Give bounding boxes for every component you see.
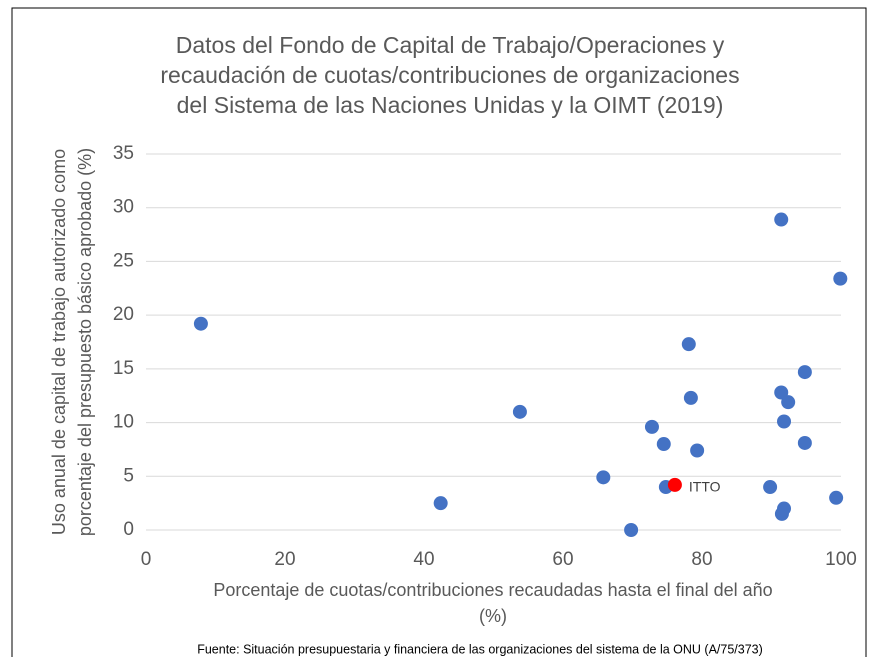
chart-title: Datos del Fondo de Capital de Trabajo/Op… xyxy=(176,32,725,58)
point xyxy=(781,395,796,410)
x-tick-label: 80 xyxy=(691,549,712,570)
y-axis-label: porcentaje del presupuesto básico aproba… xyxy=(75,148,95,536)
point xyxy=(777,501,792,516)
chart-title: del Sistema de las Naciones Unidas y la … xyxy=(177,92,724,118)
point xyxy=(777,414,792,429)
x-tick-label: 0 xyxy=(141,549,152,570)
point xyxy=(644,419,659,434)
y-tick-label: 10 xyxy=(113,412,134,433)
x-tick-label: 100 xyxy=(825,549,857,570)
point xyxy=(512,404,527,419)
point xyxy=(774,212,789,227)
y-tick-label: 20 xyxy=(113,304,134,325)
point xyxy=(683,390,698,405)
point xyxy=(797,435,812,450)
y-tick-label: 35 xyxy=(113,143,134,164)
chart-frame xyxy=(11,7,867,657)
y-tick-label: 15 xyxy=(113,358,134,379)
point xyxy=(656,437,671,452)
chart-title: recaudación de cuotas/contribuciones de … xyxy=(160,62,739,88)
point xyxy=(833,271,848,286)
x-axis-label: Porcentaje de cuotas/contribuciones reca… xyxy=(213,580,772,600)
y-axis-label: Uso anual de capital de trabajo autoriza… xyxy=(49,149,69,535)
point xyxy=(193,316,208,331)
y-tick-label: 5 xyxy=(123,465,134,486)
point-label: ITTO xyxy=(689,479,721,495)
y-tick-label: 30 xyxy=(113,197,134,218)
point xyxy=(667,477,682,492)
point xyxy=(596,470,611,485)
point xyxy=(433,496,448,511)
x-tick-label: 40 xyxy=(413,549,434,570)
point xyxy=(763,480,778,495)
point xyxy=(624,523,639,537)
point xyxy=(829,490,844,505)
y-tick-label: 25 xyxy=(113,250,134,271)
point xyxy=(681,337,696,352)
point xyxy=(797,365,812,380)
point xyxy=(690,443,705,458)
source-note: Fuente: Situación presupuestaria y finan… xyxy=(197,642,763,656)
point xyxy=(774,385,789,400)
x-axis-label: (%) xyxy=(479,606,507,626)
x-tick-label: 20 xyxy=(274,549,295,570)
y-tick-label: 0 xyxy=(123,519,134,540)
x-tick-label: 60 xyxy=(552,549,573,570)
